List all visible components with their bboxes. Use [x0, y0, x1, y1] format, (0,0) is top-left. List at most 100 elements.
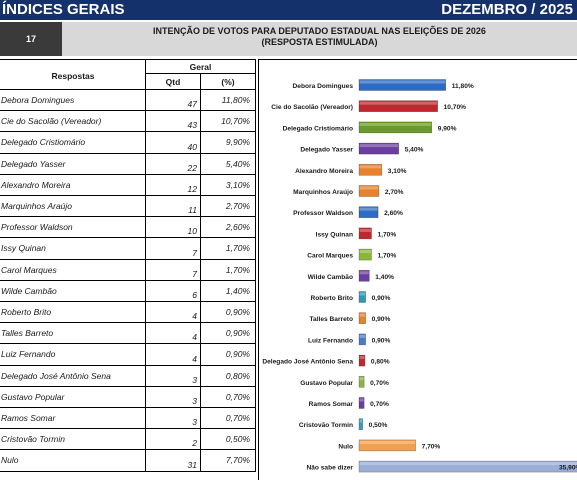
bar — [358, 439, 416, 452]
table-row: Carol Marques 7 1,70% — [0, 259, 256, 281]
row-pct: 1,70% — [225, 264, 250, 275]
value-label: 7,70% — [422, 443, 441, 450]
row-pct-cell: 1,70% — [201, 259, 256, 280]
bar-highlight — [359, 313, 366, 317]
row-name: Cristovão Tormin — [1, 434, 65, 445]
value-label: 0,90% — [372, 337, 391, 344]
row-name: Professor Waldson — [1, 222, 73, 233]
bar — [358, 79, 447, 91]
row-qtd: 12 — [187, 183, 197, 194]
row-pct-cell: 7,70% — [201, 450, 256, 471]
row-qtd: 22 — [187, 162, 197, 173]
table-row: Cristovão Tormin 2 0,50% — [0, 429, 256, 451]
row-name-cell: Delegado Yasser — [0, 153, 146, 174]
category-label: Cristovão Tormin — [299, 422, 353, 429]
row-pct-cell: 10,70% — [201, 111, 256, 132]
row-pct-cell: 11,80% — [201, 90, 256, 111]
row-qtd-cell: 47 — [146, 90, 201, 111]
bar — [358, 354, 366, 367]
value-label: 2,60% — [384, 210, 403, 217]
bar — [358, 164, 383, 176]
bar — [358, 291, 366, 303]
row-name-cell: Luiz Fernando — [0, 344, 146, 365]
row-name-cell: Issy Quinan — [0, 238, 146, 259]
row-pct: 7,70% — [225, 455, 250, 466]
table-row: Roberto Brito 4 0,90% — [0, 302, 256, 324]
value-label: 0,70% — [370, 401, 389, 408]
category-label: Wilde Cambão — [308, 274, 353, 281]
table-header: Respostas Geral Qtd (%) — [0, 60, 256, 90]
row-qtd-cell: 10 — [146, 217, 201, 238]
row-name-cell: Professor Waldson — [0, 217, 146, 238]
bar-highlight — [359, 377, 364, 381]
row-name-cell: Delegado José Antônio Sena — [0, 365, 146, 386]
table-row: Delegado José Antônio Sena 3 0,80% — [0, 365, 256, 387]
question-number: 17 — [0, 22, 62, 56]
row-name-cell: Alexandro Moreira — [0, 174, 146, 195]
row-qtd: 4 — [192, 311, 197, 322]
category-label: Luiz Fernando — [308, 337, 353, 344]
bar — [358, 375, 365, 388]
value-label: 2,70% — [385, 189, 404, 196]
row-name-cell: Nulo — [0, 450, 146, 471]
table-row: Gustavo Popular 3 0,70% — [0, 386, 256, 408]
table-row: Wilde Cambão 6 1,40% — [0, 280, 256, 302]
bar — [358, 185, 380, 197]
bar-highlight — [359, 186, 379, 190]
row-pct-cell: 0,90% — [201, 323, 256, 344]
question-line-1: INTENÇÃO DE VOTOS PARA DEPUTADO ESTADUAL… — [153, 26, 486, 36]
question-title: INTENÇÃO DE VOTOS PARA DEPUTADO ESTADUAL… — [62, 22, 577, 56]
category-label: Professor Waldson — [293, 210, 353, 217]
category-label: Delegado Yasser — [300, 147, 353, 154]
bar-highlight — [359, 80, 446, 84]
row-pct-cell: 2,60% — [201, 217, 256, 238]
bar — [358, 248, 372, 261]
row-pct-cell: 2,70% — [201, 196, 256, 217]
category-label: Não sabe dizer — [306, 465, 353, 472]
table-row: Luiz Fernando 4 0,90% — [0, 344, 256, 366]
bar-highlight — [359, 419, 363, 423]
row-name: Talles Barreto — [1, 328, 54, 339]
bar-highlight — [359, 207, 378, 211]
row-qtd-cell: 6 — [146, 280, 201, 301]
row-qtd-cell: 22 — [146, 153, 201, 174]
table-row: Talles Barreto 4 0,90% — [0, 323, 256, 345]
row-pct: 0,90% — [225, 307, 250, 317]
row-name: Nulo — [1, 455, 19, 466]
table-row: Delegado Yasser 22 5,40% — [0, 153, 256, 175]
row-name: Cie do Sacolão (Vereador) — [1, 116, 102, 127]
row-qtd: 3 — [192, 417, 197, 428]
row-name-cell: Delegado Cristiomário — [0, 132, 146, 153]
row-pct-cell: 0,70% — [201, 386, 256, 407]
row-name-cell: Carol Marques — [0, 259, 146, 280]
row-pct-cell: 9,90% — [201, 132, 256, 153]
category-label: Delegado José Antônio Sena — [262, 359, 353, 366]
table-row: Marquinhos Araújo 11 2,70% — [0, 196, 256, 218]
row-pct-cell: 3,10% — [201, 174, 256, 195]
chart-svg: Debora Domingues 11,80% Cie do Sacolão (Ve… — [262, 79, 577, 473]
row-name-cell: Roberto Brito — [0, 302, 146, 323]
category-label: Delegado Cristiomário — [283, 125, 353, 132]
row-qtd-cell: 4 — [146, 344, 201, 365]
table-row: Delegado Cristiomário 40 9,90% — [0, 132, 256, 154]
row-qtd: 2 — [192, 438, 197, 449]
section-title: ÍNDICES GERAIS — [2, 1, 125, 18]
category-label: Alexandro Moreira — [295, 168, 353, 175]
row-qtd-cell: 4 — [146, 302, 201, 323]
bar — [358, 227, 372, 240]
bar-highlight — [359, 398, 364, 402]
row-pct: 5,40% — [225, 158, 250, 169]
value-label: 35,90% — [559, 465, 577, 472]
bar — [358, 397, 365, 409]
category-label: Nulo — [338, 443, 353, 450]
row-qtd-cell: 40 — [146, 132, 201, 153]
table-row: Cie do Sacolão (Vereador) 43 10,70% — [0, 111, 256, 133]
row-qtd: 10 — [187, 226, 197, 237]
row-pct-cell: 0,80% — [201, 365, 256, 386]
row-qtd-cell: 12 — [146, 174, 201, 195]
row-qtd: 7 — [192, 268, 197, 279]
category-label: Carol Marques — [307, 253, 353, 260]
respostas-label: Respostas — [51, 71, 95, 81]
row-pct-cell: 0,70% — [201, 408, 256, 429]
row-qtd: 6 — [192, 289, 197, 300]
